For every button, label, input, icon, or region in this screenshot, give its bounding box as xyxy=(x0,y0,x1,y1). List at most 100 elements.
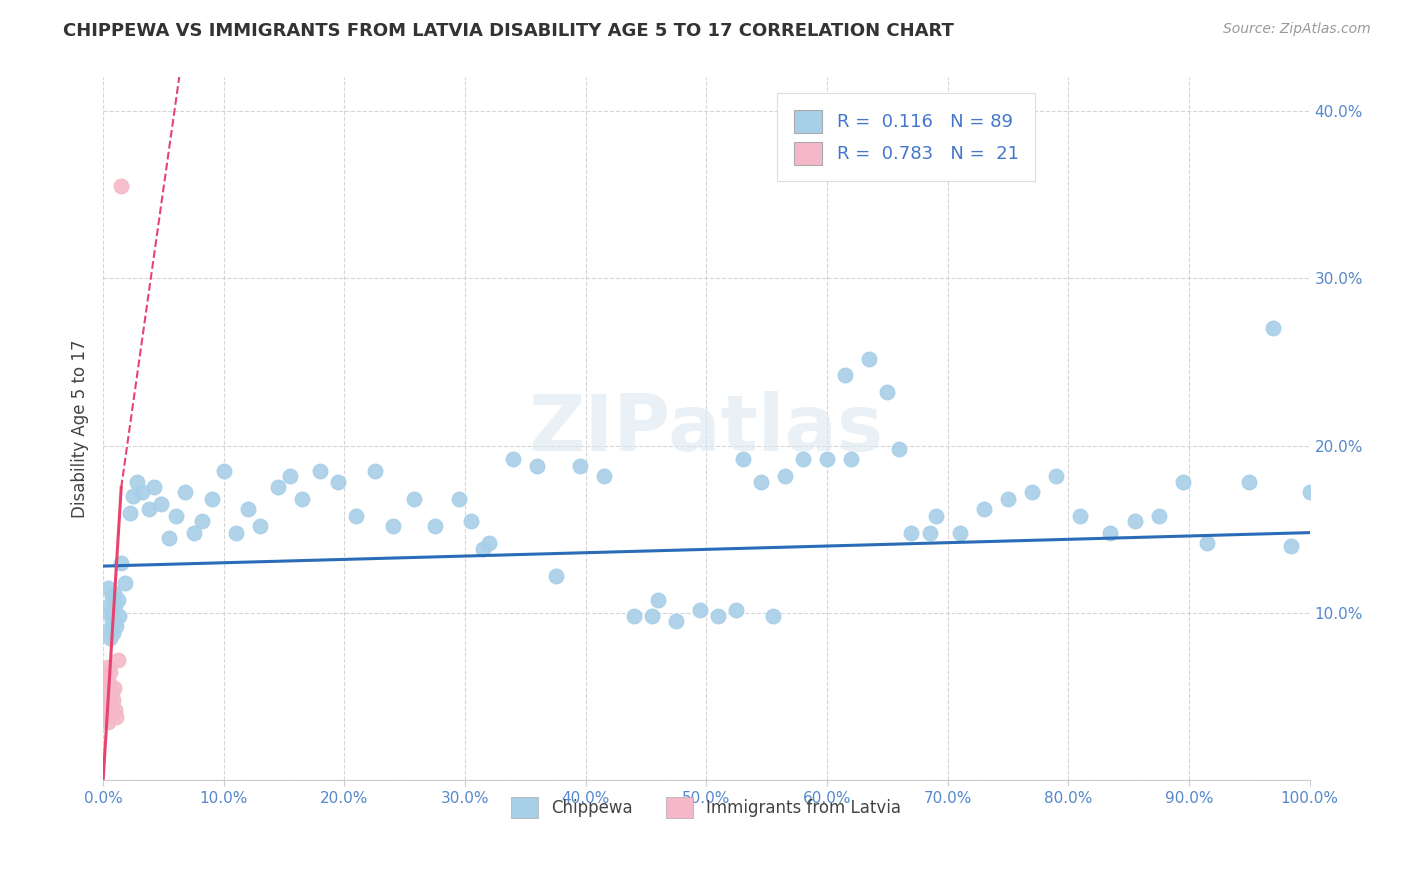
Point xyxy=(105,619,128,633)
Point xyxy=(100,589,122,603)
Point xyxy=(1281,539,1303,553)
Point xyxy=(104,615,127,629)
Point xyxy=(707,609,730,624)
Point xyxy=(647,592,669,607)
Point xyxy=(98,623,121,637)
Point xyxy=(328,475,350,490)
Point xyxy=(423,519,446,533)
Point xyxy=(1123,514,1146,528)
Point xyxy=(98,665,121,679)
Point xyxy=(839,452,862,467)
Point xyxy=(103,586,125,600)
Point xyxy=(101,606,124,620)
Point xyxy=(110,179,132,194)
Point xyxy=(142,480,165,494)
Point xyxy=(97,581,120,595)
Point xyxy=(363,464,385,478)
Point xyxy=(773,468,796,483)
Point xyxy=(100,615,122,629)
Point xyxy=(249,519,271,533)
Point xyxy=(174,485,197,500)
Point xyxy=(107,653,129,667)
Point xyxy=(98,631,121,645)
Point xyxy=(725,602,748,616)
Point xyxy=(834,368,856,383)
Point xyxy=(918,525,941,540)
Point xyxy=(460,514,482,528)
Point xyxy=(98,698,121,712)
Point xyxy=(225,525,247,540)
Point xyxy=(900,525,922,540)
Point xyxy=(183,525,205,540)
Point xyxy=(103,681,125,696)
Point xyxy=(949,525,972,540)
Point xyxy=(212,464,235,478)
Text: Source: ZipAtlas.com: Source: ZipAtlas.com xyxy=(1223,22,1371,37)
Point xyxy=(131,485,153,500)
Point xyxy=(118,506,141,520)
Point xyxy=(97,659,120,673)
Point xyxy=(138,502,160,516)
Point xyxy=(94,703,117,717)
Point xyxy=(1069,508,1091,523)
Point xyxy=(278,468,301,483)
Point xyxy=(1171,475,1194,490)
Point xyxy=(689,602,711,616)
Point xyxy=(159,531,181,545)
Point xyxy=(1298,485,1320,500)
Y-axis label: Disability Age 5 to 17: Disability Age 5 to 17 xyxy=(72,340,89,518)
Point xyxy=(876,385,898,400)
Text: ZIPatlas: ZIPatlas xyxy=(529,391,884,467)
Point xyxy=(973,502,995,516)
Point xyxy=(97,714,120,729)
Point xyxy=(201,492,224,507)
Point xyxy=(165,508,187,523)
Point xyxy=(478,535,501,549)
Point xyxy=(100,686,122,700)
Point xyxy=(641,609,664,624)
Point xyxy=(125,475,148,490)
Point xyxy=(98,676,121,690)
Point xyxy=(858,351,880,366)
Point xyxy=(792,452,814,467)
Point xyxy=(592,468,614,483)
Point xyxy=(889,442,911,456)
Point xyxy=(107,592,129,607)
Point xyxy=(1237,475,1260,490)
Point xyxy=(97,676,120,690)
Point xyxy=(623,609,645,624)
Point xyxy=(150,497,173,511)
Point xyxy=(114,575,136,590)
Point xyxy=(98,598,121,612)
Point xyxy=(96,681,118,696)
Text: CHIPPEWA VS IMMIGRANTS FROM LATVIA DISABILITY AGE 5 TO 17 CORRELATION CHART: CHIPPEWA VS IMMIGRANTS FROM LATVIA DISAB… xyxy=(63,22,955,40)
Point xyxy=(1021,485,1043,500)
Point xyxy=(346,508,368,523)
Point xyxy=(1045,468,1067,483)
Point xyxy=(815,452,838,467)
Point xyxy=(997,492,1019,507)
Point xyxy=(404,492,426,507)
Point xyxy=(381,519,404,533)
Point xyxy=(98,703,121,717)
Point xyxy=(101,626,124,640)
Point xyxy=(191,514,214,528)
Point xyxy=(749,475,772,490)
Point xyxy=(568,458,591,473)
Point xyxy=(104,598,127,612)
Point xyxy=(1147,508,1170,523)
Point xyxy=(98,606,121,620)
Point xyxy=(96,693,118,707)
Point xyxy=(665,615,688,629)
Point xyxy=(122,489,145,503)
Point xyxy=(762,609,785,624)
Point xyxy=(291,492,314,507)
Point xyxy=(93,690,115,704)
Point xyxy=(731,452,754,467)
Point xyxy=(100,706,122,721)
Point xyxy=(1195,535,1218,549)
Point xyxy=(1099,525,1122,540)
Point xyxy=(110,556,132,570)
Point xyxy=(94,669,117,683)
Legend: Chippewa, Immigrants from Latvia: Chippewa, Immigrants from Latvia xyxy=(505,790,908,825)
